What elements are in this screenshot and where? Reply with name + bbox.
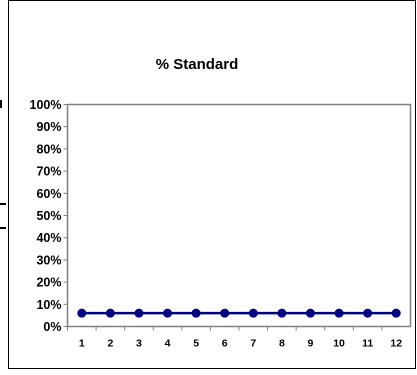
x-tick-label: 8 <box>279 338 285 350</box>
y-tick-label: 100% <box>30 98 62 112</box>
y-tick-label: 40% <box>36 231 61 245</box>
x-tick-label: 12 <box>390 338 402 350</box>
x-axis-ticks: 1 2 3 4 5 6 7 8 9 10 11 12 <box>67 326 402 350</box>
x-tick-label: 7 <box>250 338 256 350</box>
data-point <box>277 308 287 318</box>
data-point <box>305 308 315 318</box>
y-axis-ticks: 0% 10% 20% 30% 40% 50% 60% 70% 80% 90% 100% <box>30 98 68 334</box>
x-tick-label: 5 <box>193 338 199 350</box>
edge-fragment-lower <box>0 227 6 229</box>
x-tick-label: 11 <box>362 338 373 350</box>
y-tick-label: 80% <box>36 142 61 156</box>
y-tick-label: 20% <box>36 276 61 290</box>
data-point <box>77 308 87 318</box>
series-group <box>77 308 401 318</box>
data-point <box>191 308 201 318</box>
x-tick-label: 2 <box>107 338 113 350</box>
y-tick-label: 70% <box>36 165 61 179</box>
data-point <box>134 308 144 318</box>
y-tick-label: 60% <box>36 187 61 201</box>
x-tick-label: 4 <box>165 338 171 350</box>
data-point <box>248 308 258 318</box>
x-tick-label: 1 <box>79 338 85 350</box>
edge-fragment-top <box>0 100 2 108</box>
data-point <box>220 308 230 318</box>
y-tick-label: 0% <box>43 320 61 334</box>
y-tick-label: 10% <box>36 298 61 312</box>
y-tick-label: 90% <box>36 120 61 134</box>
data-point <box>163 308 173 318</box>
edge-fragment-middle <box>0 203 6 205</box>
data-point <box>363 308 373 318</box>
chart-title: % Standard <box>156 56 239 73</box>
plot-area <box>66 103 412 328</box>
x-tick-label: 10 <box>333 338 345 350</box>
x-tick-label: 6 <box>222 338 228 350</box>
data-point <box>105 308 115 318</box>
y-tick-label: 50% <box>36 209 61 223</box>
x-tick-label: 9 <box>308 338 314 350</box>
data-point <box>334 308 344 318</box>
data-point <box>391 308 401 318</box>
x-tick-label: 3 <box>136 338 142 350</box>
y-tick-label: 30% <box>36 253 61 267</box>
